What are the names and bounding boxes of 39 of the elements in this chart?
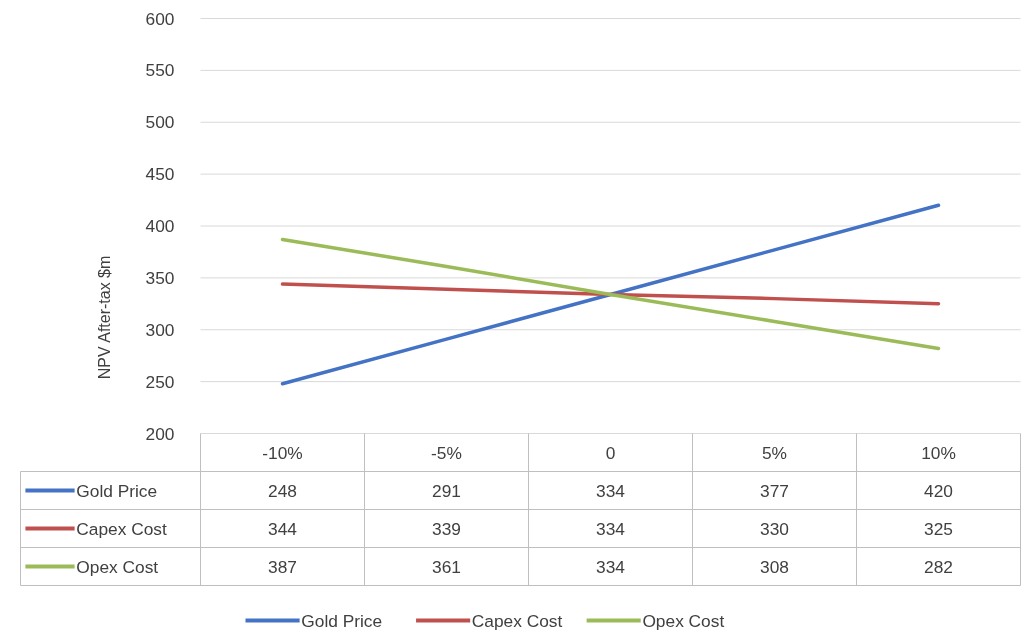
x-tick-label: 10% xyxy=(921,442,956,463)
y-tick-label: 250 xyxy=(145,371,175,392)
y-tick-label: 500 xyxy=(145,112,175,133)
data-label: 325 xyxy=(924,518,953,539)
data-label: 291 xyxy=(432,480,461,501)
data-label: 339 xyxy=(432,518,461,539)
y-tick-label: 200 xyxy=(145,423,175,444)
y-tick-label: 300 xyxy=(145,319,175,340)
data-label: 330 xyxy=(760,518,789,539)
y-axis-title: NPV After-tax $m xyxy=(95,255,113,380)
line-series xyxy=(280,282,941,306)
y-tick-label: 600 xyxy=(145,8,175,29)
data-label: 334 xyxy=(596,556,626,577)
data-label: 334 xyxy=(596,518,626,539)
data-label: 377 xyxy=(760,480,789,501)
y-tick-label: 550 xyxy=(145,60,175,81)
legend-label: Capex Cost xyxy=(76,518,167,539)
data-label: 282 xyxy=(924,556,953,577)
x-tick-label: 5% xyxy=(761,442,788,463)
data-label: 308 xyxy=(760,556,789,577)
x-tick-label: -10% xyxy=(262,442,303,463)
x-tick-label: -5% xyxy=(431,442,462,463)
data-label: 420 xyxy=(924,480,953,501)
data-label: 387 xyxy=(268,556,297,577)
legend-label: Gold Price xyxy=(76,480,158,501)
line-series xyxy=(280,237,941,351)
legend-label: Opex Cost xyxy=(76,556,159,577)
y-tick-label: 400 xyxy=(145,216,175,236)
data-label: 344 xyxy=(268,518,298,539)
y-tick-label: 350 xyxy=(145,267,175,288)
y-tick-label: 450 xyxy=(145,164,175,185)
data-label: 361 xyxy=(432,556,461,577)
text: Opex Cost xyxy=(642,610,725,631)
data-label: 248 xyxy=(268,480,297,501)
line-series xyxy=(280,203,941,386)
text: Capex Cost xyxy=(471,610,563,631)
x-tick-label: 0 xyxy=(605,442,616,463)
text: Gold Price xyxy=(301,610,383,631)
data-label: 334 xyxy=(596,480,626,501)
